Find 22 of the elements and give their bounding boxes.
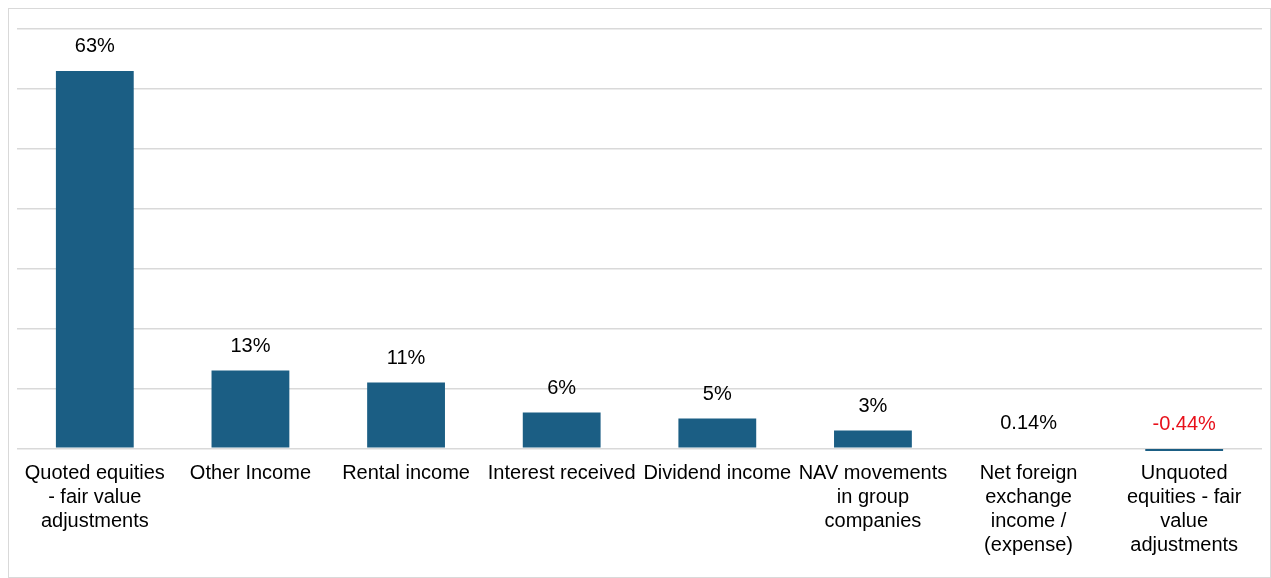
x-tick-label: Other Income — [189, 460, 312, 483]
data-label: 13% — [230, 334, 271, 356]
data-label: -0.44% — [1152, 411, 1217, 434]
data-label: 63% — [74, 34, 116, 57]
data-label: 11% — [386, 345, 426, 368]
x-tick-label: NAV movements in group companies — [798, 460, 948, 531]
x-tick-label: Unquoted equities - fair value adjustments — [1126, 460, 1242, 555]
data-label: 5% — [702, 381, 732, 404]
x-tick-label: Interest received — [487, 460, 636, 483]
bar — [678, 418, 757, 448]
bar — [834, 430, 912, 448]
x-tick-label: Quoted equities - fair value adjustments — [24, 460, 165, 531]
data-label: 0.14% — [1000, 411, 1058, 434]
bar — [522, 412, 601, 448]
bar — [367, 382, 445, 448]
data-label: 3% — [858, 393, 888, 416]
bar — [55, 70, 134, 448]
bar — [211, 370, 290, 448]
x-tick-label: Net foreign exchange income / (expense) — [979, 460, 1078, 555]
data-label: 6% — [547, 375, 577, 398]
x-tick-label: Rental income — [342, 460, 470, 483]
x-tick-label: Dividend income — [643, 460, 792, 483]
